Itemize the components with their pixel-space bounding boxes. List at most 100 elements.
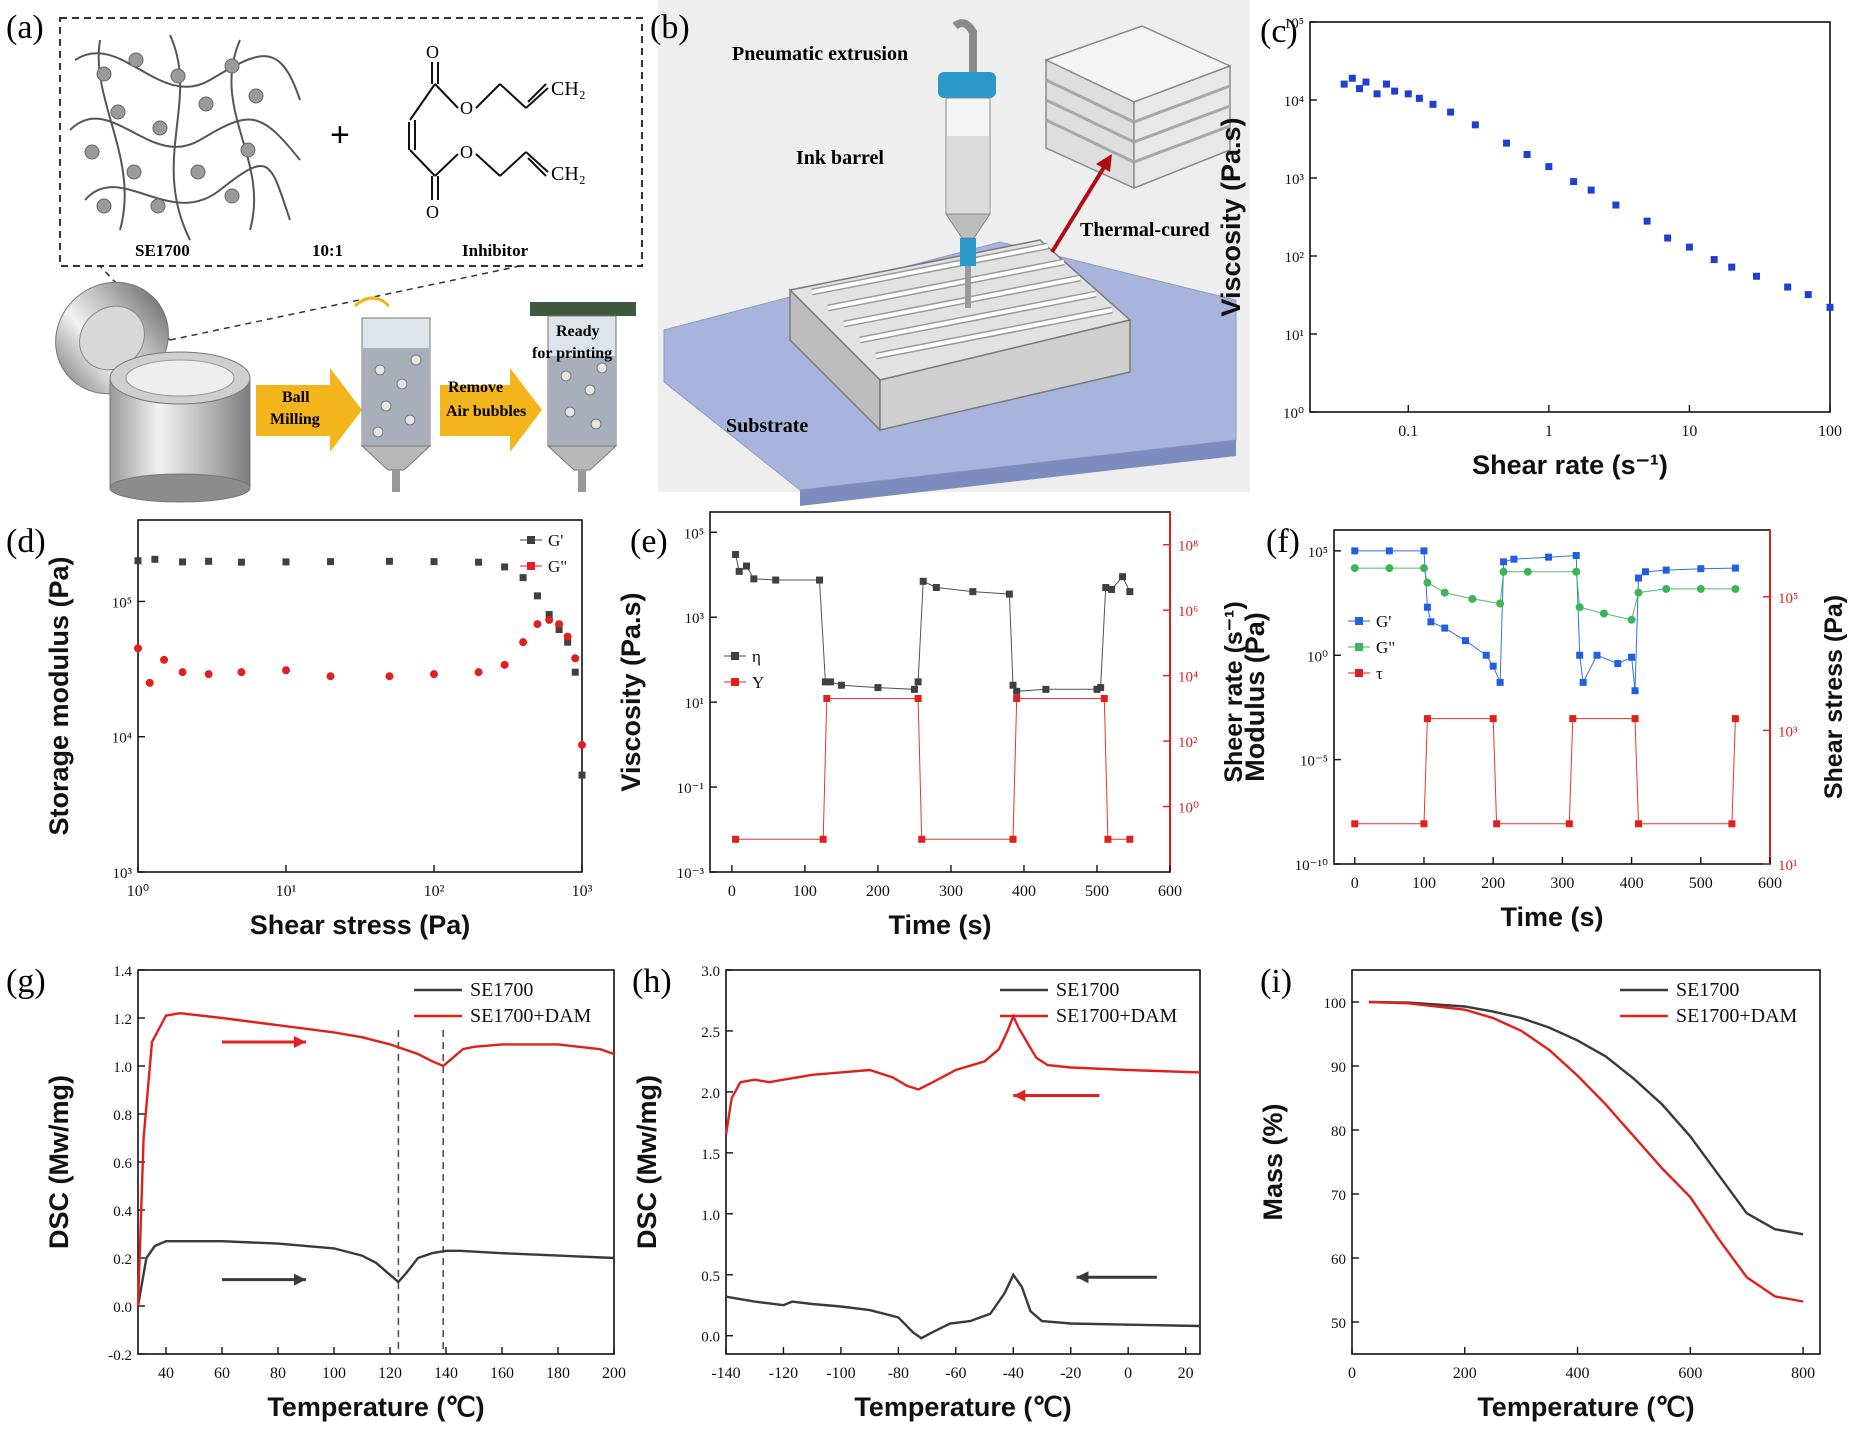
data-point <box>1731 564 1739 572</box>
y-axis-label: DSC (Mw/mg) <box>632 1075 662 1249</box>
x-tick-label: 500 <box>1085 883 1109 900</box>
legend-label: Υ <box>752 673 764 692</box>
x-tick-label: 160 <box>490 1365 514 1382</box>
x-tick-label: 600 <box>1758 875 1782 892</box>
y-tick-label: 0.8 <box>113 1108 132 1124</box>
y2-tick-label: 10⁴ <box>1178 670 1198 686</box>
thermal-cured-cube-illustration <box>1044 25 1232 190</box>
data-point <box>1351 820 1359 828</box>
data-point <box>1614 660 1622 668</box>
panel-b-letter: (b) <box>650 9 690 46</box>
data-point <box>1631 687 1639 695</box>
x-tick-label: 10 <box>1681 423 1697 440</box>
data-point <box>1093 685 1101 693</box>
data-point <box>1499 567 1508 576</box>
data-point <box>1804 291 1812 299</box>
data-point <box>1697 565 1705 573</box>
x-tick-label: 140 <box>434 1365 458 1382</box>
y2-axis-label: Sheer rate (s⁻¹) <box>1220 601 1248 782</box>
data-point <box>385 672 394 681</box>
panel-h-letter: (h) <box>632 963 672 1000</box>
data-point <box>1545 163 1553 171</box>
remove-bubbles-label-2: Air bubbles <box>446 403 526 420</box>
y-tick-label: 10² <box>1285 250 1305 266</box>
series-line-mark <box>735 554 1131 692</box>
data-point <box>1496 599 1505 608</box>
y-tick-label: 10¹ <box>1285 328 1305 344</box>
x-tick-label: 0 <box>1124 1365 1132 1382</box>
mixing-syringe-illustration <box>354 296 432 492</box>
x-axis-label: Shear stress (Pa) <box>250 910 471 940</box>
data-point <box>500 660 509 669</box>
x-axis-label: Temperature (℃) <box>267 1392 484 1422</box>
y-axis-label: Storage modulus (Pa) <box>44 556 74 835</box>
legend-label: SE1700 <box>1676 979 1739 1001</box>
data-point <box>1575 603 1584 612</box>
data-point <box>1710 256 1718 264</box>
ball-milling-label-2: Milling <box>270 411 320 428</box>
data-point <box>474 668 483 677</box>
y-tick-label: 10¹ <box>685 696 705 712</box>
substrate-label: Substrate <box>726 415 808 437</box>
chart-i: 0 200 400 600 800 50 60 70 80 90 100 Temperature (℃… <box>1258 969 1821 1422</box>
legend-label: η <box>752 647 761 666</box>
inset-dashed-box <box>59 17 643 267</box>
y-tick-label: 0.0 <box>701 1330 720 1346</box>
data-point <box>772 576 780 584</box>
data-point <box>1391 87 1399 95</box>
y-tick-label: 60 <box>1331 1252 1346 1268</box>
ball-mill-jar-illustration <box>55 281 251 503</box>
y-tick-label: 10⁴ <box>112 731 132 747</box>
x-tick-label: -80 <box>888 1365 909 1382</box>
data-point <box>1351 547 1359 555</box>
data-point <box>969 588 977 596</box>
x-tick-label: 0 <box>728 883 736 900</box>
legend-swatch <box>1355 669 1363 677</box>
legend-label: SE1700+DAM <box>1676 1005 1798 1027</box>
data-point <box>1382 80 1390 88</box>
data-point <box>1572 552 1580 560</box>
y-tick-label: 10⁰ <box>1307 649 1328 665</box>
remove-bubbles-arrow: Remove Air bubbles <box>440 368 542 452</box>
pneumatic-extrusion-label: Pneumatic extrusion <box>732 43 908 65</box>
x-tick-label: 100 <box>793 883 817 900</box>
direction-arrow-head <box>1013 1089 1026 1102</box>
plot-frame <box>725 969 1201 1355</box>
data-point <box>1627 615 1636 624</box>
legend-label: G' <box>548 531 563 550</box>
data-point <box>1013 687 1021 695</box>
y2-tick-label: 10⁵ <box>1778 591 1798 607</box>
data-point <box>1503 139 1511 147</box>
plot-frame <box>709 511 1171 873</box>
data-point <box>1731 584 1740 593</box>
data-point <box>1461 637 1469 645</box>
x-axis-label: Time (s) <box>1500 902 1603 932</box>
y-tick-label: 10⁵ <box>684 526 704 542</box>
data-point <box>555 620 564 629</box>
series-line-SE1700DAM <box>136 1011 615 1307</box>
data-point <box>1784 283 1792 291</box>
y-tick-label: 100 <box>1324 996 1347 1012</box>
data-point <box>1579 678 1587 686</box>
data-point <box>533 620 542 629</box>
y-tick-label: 10⁵ <box>1284 16 1304 32</box>
data-point <box>1042 685 1050 693</box>
y2-tick-label: 10⁸ <box>1178 539 1198 555</box>
data-point <box>385 557 393 565</box>
data-point <box>735 567 743 575</box>
legend-label: G" <box>1376 638 1395 657</box>
data-point <box>1728 820 1736 828</box>
data-point <box>571 654 580 663</box>
y2-tick-label: 10⁰ <box>1178 801 1199 817</box>
data-point <box>1423 715 1431 723</box>
data-point <box>1523 567 1532 576</box>
x-tick-label: 800 <box>1791 1365 1815 1382</box>
series-line-SE1700 <box>725 1272 1201 1340</box>
legend-label: G' <box>1376 612 1391 631</box>
thermal-arrow <box>1050 162 1108 254</box>
x-tick-label: 0 <box>1351 875 1359 892</box>
data-point <box>874 684 882 692</box>
x-tick-label: 10³ <box>572 883 593 900</box>
y-tick-label: 10⁻³ <box>677 866 705 882</box>
legend-label: SE1700+DAM <box>1056 1005 1178 1027</box>
